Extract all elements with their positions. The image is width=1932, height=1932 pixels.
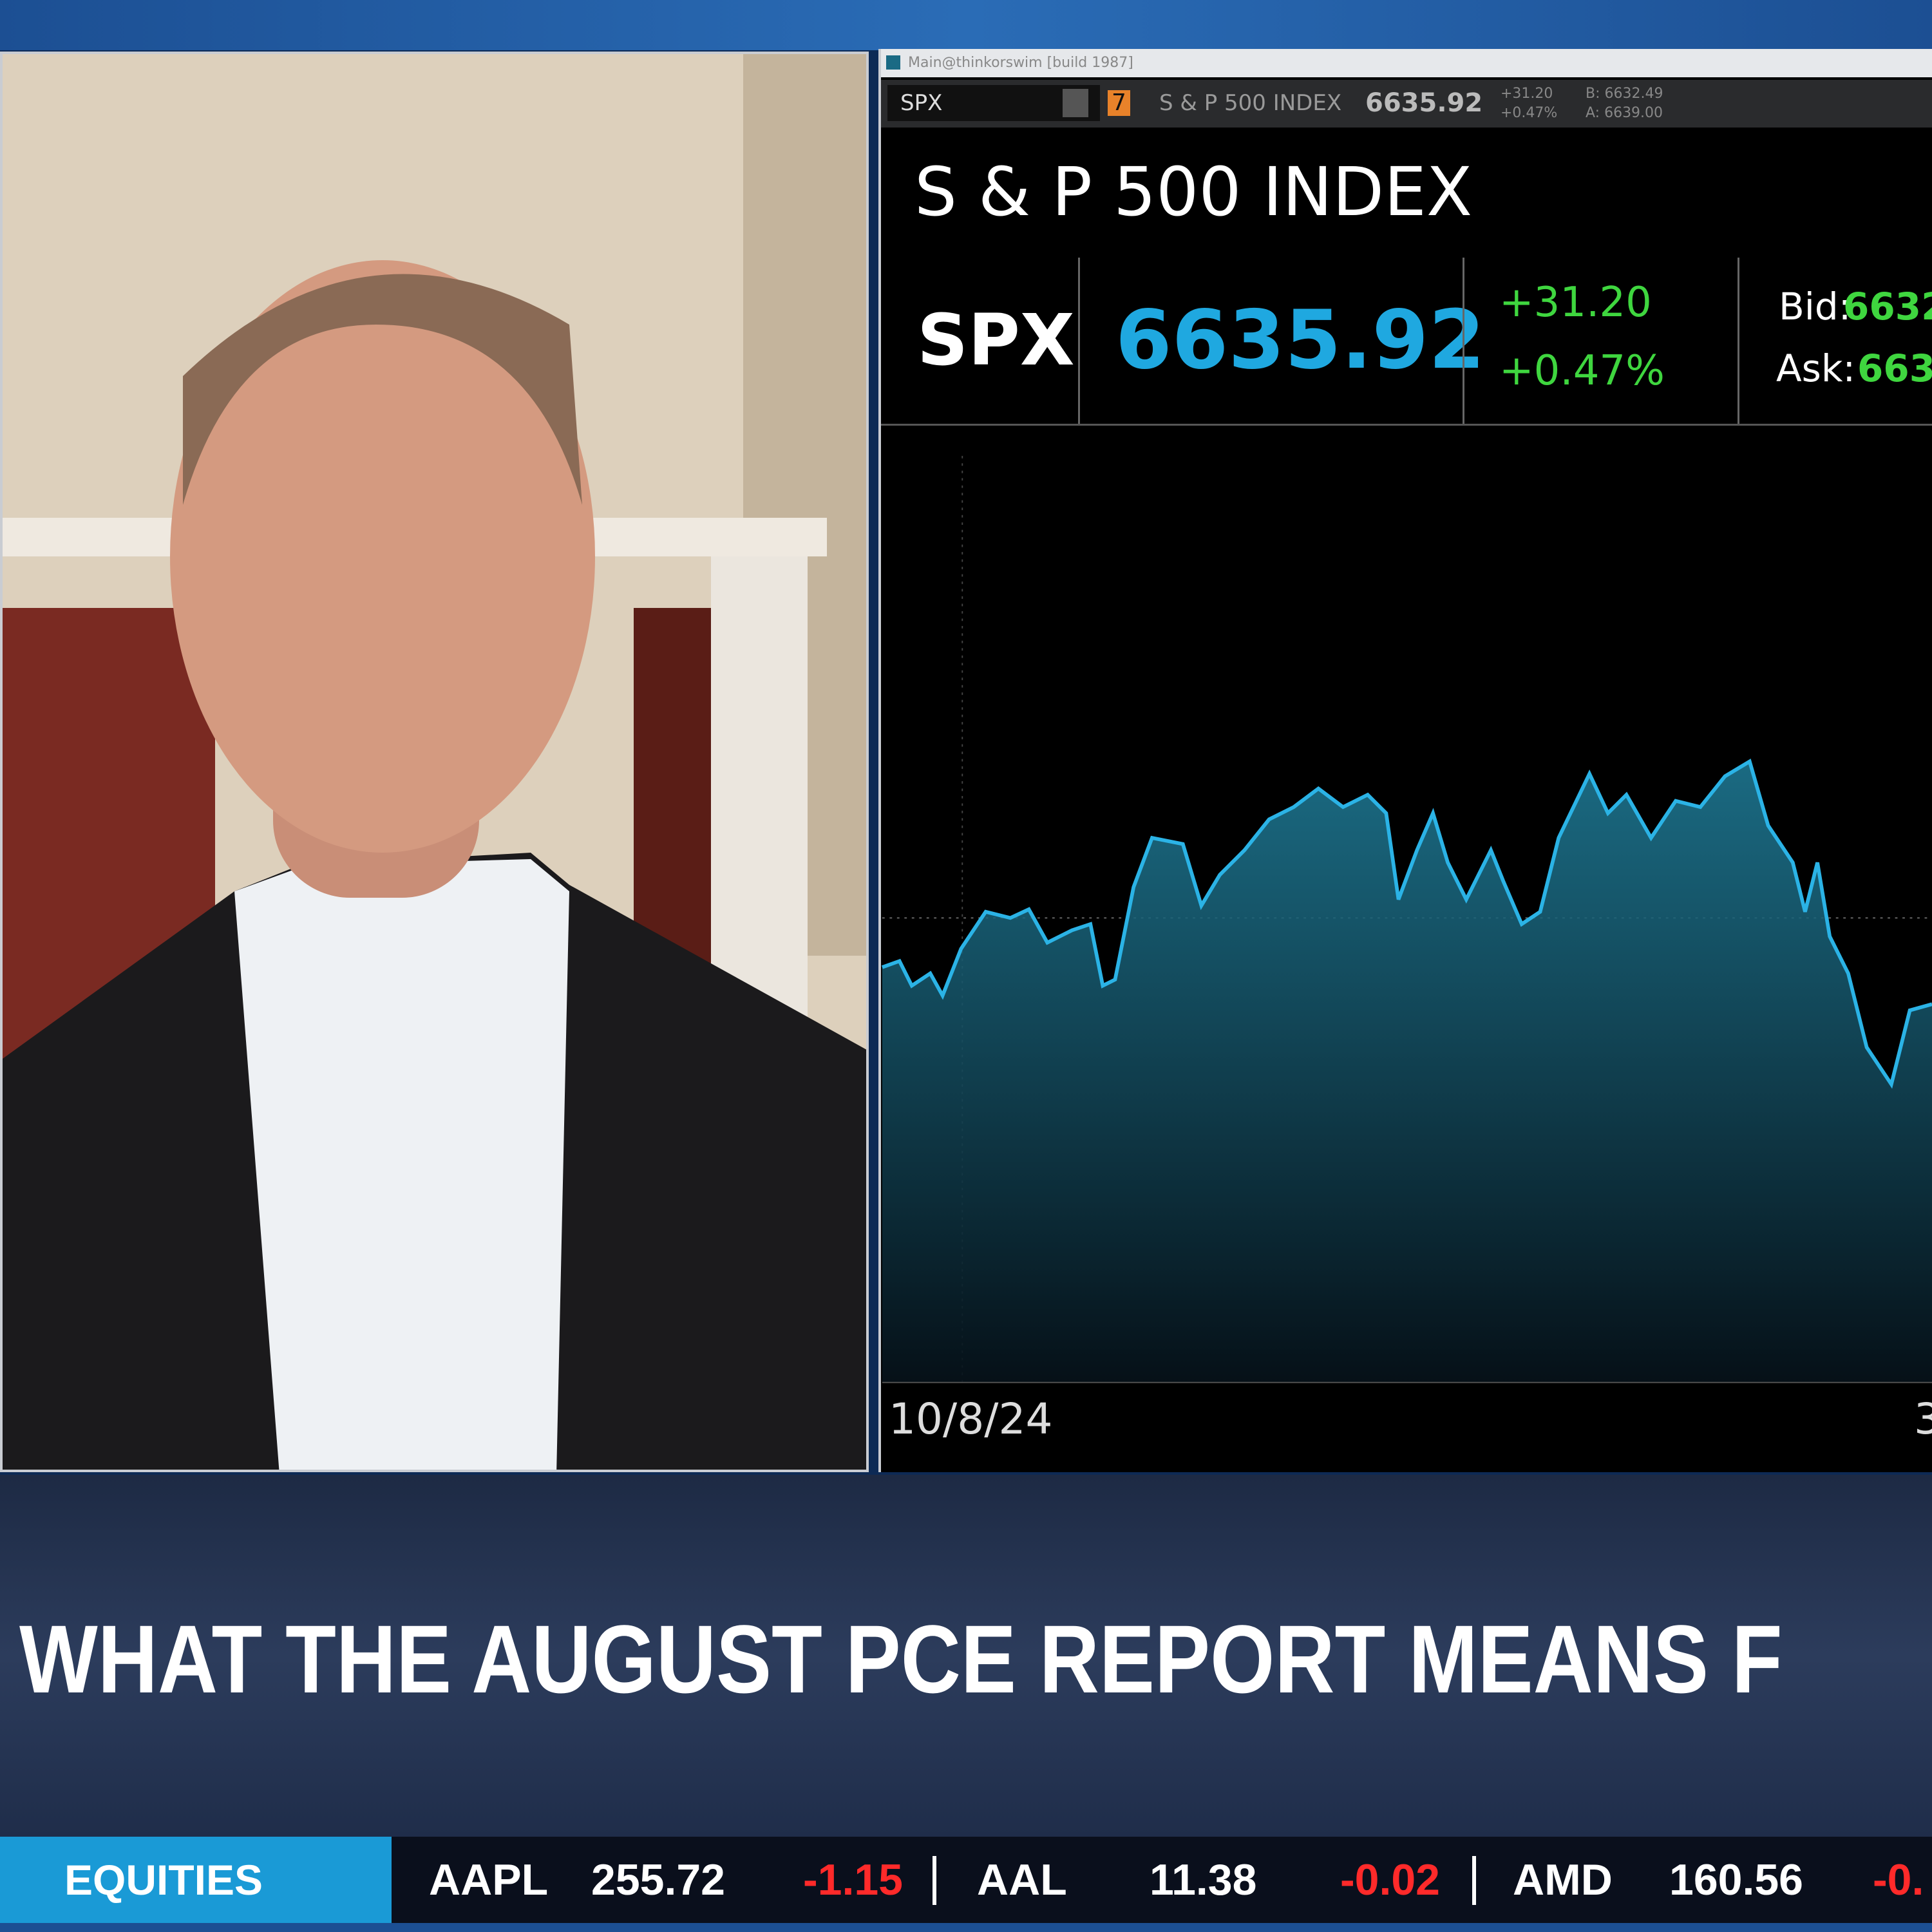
instrument-name: S & P 500 INDEX [1159,90,1342,116]
ticker-price: 160.56 [1669,1855,1803,1904]
app-icon [886,55,900,70]
top-bar [0,0,1932,50]
ticker-symbol[interactable]: AMD [1513,1855,1613,1904]
ticker-bar: EQUITIES AAPL 255.72 -1.15 AAL 11.38 -0.… [0,1837,1932,1923]
change-pct: +0.47% [1501,105,1558,121]
headline: WHAT THE AUGUST PCE REPORT MEANS F [19,1605,1783,1713]
badge[interactable]: 7 [1108,90,1130,116]
ticker-price: 11.38 [1150,1855,1257,1904]
window-title: Main@thinkorswim [build 1987] [908,55,1133,71]
ticker-symbol[interactable]: AAL [977,1855,1067,1904]
toolbar: SPX 7 S & P 500 INDEX 6635.92 +31.20 +0.… [881,80,1932,128]
dropdown[interactable] [1063,89,1088,117]
ticker-change: -0.02 [1340,1855,1440,1904]
divider [1738,258,1739,425]
last-price: 6635.92 [1365,88,1483,118]
ask: A: 6639.00 [1586,105,1663,121]
quote-title: S & P 500 INDEX [914,153,1473,231]
bottom-strip [0,1923,1932,1932]
video-frame [3,54,866,1470]
bid-value: 6632 [1843,285,1932,328]
ticker-separator [1472,1856,1476,1905]
end-date: 3 [1914,1394,1932,1444]
bid-label: Bid: [1779,285,1852,328]
start-date: 10/8/24 [889,1394,1053,1444]
section-label: EQUITIES [64,1856,263,1904]
ticker-price: 255.72 [591,1855,725,1904]
ask-label: Ask: [1776,346,1856,390]
quote-symbol: SPX [917,299,1075,381]
divider [1078,258,1080,425]
bid: B: 6632.49 [1586,86,1663,102]
title-bar: Main@thinkorswim [build 1987] [881,49,1932,77]
ask-value: 6639 [1857,346,1932,390]
ticker-change: -0. [1873,1855,1924,1904]
change: +31.20 [1501,86,1553,102]
price-line [881,759,1932,1089]
ticker-separator [933,1856,936,1905]
section-box [0,1837,392,1923]
quote-change: +31.20 [1499,279,1652,327]
ticker-change: -1.15 [803,1855,903,1904]
quote-change-pct: +0.47% [1499,347,1665,395]
quote-last: 6635.92 [1115,292,1485,387]
video-feed [0,52,869,1472]
lower-third: WHAT THE AUGUST PCE REPORT MEANS F [0,1475,1932,1837]
ticker-symbol[interactable]: AAPL [429,1855,549,1904]
separator [881,424,1932,426]
price-area [882,761,1932,1383]
symbol[interactable]: SPX [900,90,943,116]
divider [1463,258,1464,425]
